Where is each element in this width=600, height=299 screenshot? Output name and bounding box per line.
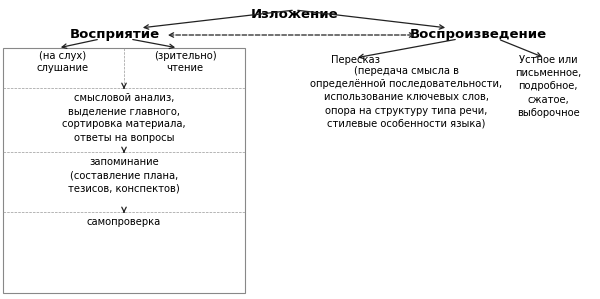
Text: (зрительно)
чтение: (зрительно) чтение <box>154 51 217 73</box>
Text: Пересказ: Пересказ <box>331 55 380 65</box>
Text: (на слух)
слушание: (на слух) слушание <box>37 51 89 73</box>
Text: Изложение: Изложение <box>251 8 339 21</box>
Text: Восприятие: Восприятие <box>70 28 160 41</box>
Text: (передача смысла в
определённой последовательности,
использование ключевых слов,: (передача смысла в определённой последов… <box>310 66 502 129</box>
Text: Устное или
письменное,
подробное,
сжатое,
выборочное: Устное или письменное, подробное, сжатое… <box>515 55 581 118</box>
Text: Воспроизведение: Воспроизведение <box>409 28 547 41</box>
Text: самопроверка: самопроверка <box>87 217 161 227</box>
Text: запоминание
(составление плана,
тезисов, конспектов): запоминание (составление плана, тезисов,… <box>68 157 180 193</box>
Text: смысловой анализ,
выделение главного,
сортировка материала,
ответы на вопросы: смысловой анализ, выделение главного, со… <box>62 93 186 143</box>
